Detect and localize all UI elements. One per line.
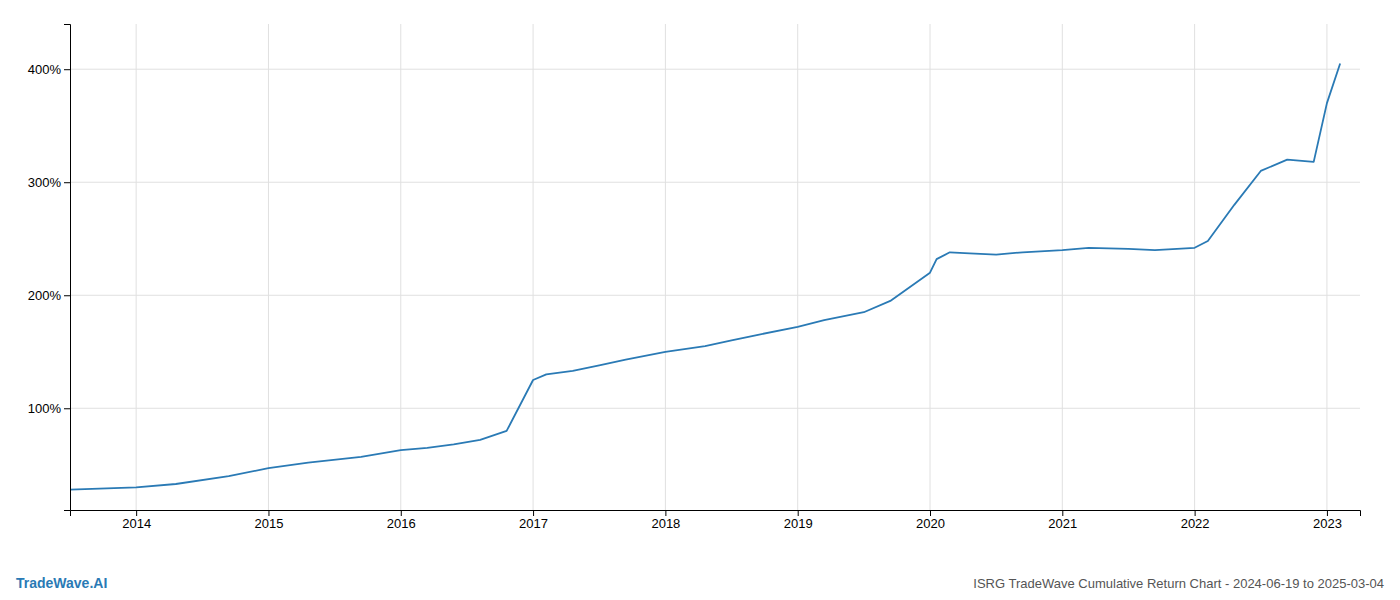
grid-line bbox=[268, 24, 269, 510]
grid-line bbox=[70, 69, 1360, 70]
tick-label: 2014 bbox=[122, 516, 151, 531]
tick-mark bbox=[533, 510, 534, 516]
tick-label: 2015 bbox=[255, 516, 284, 531]
y-axis-line bbox=[64, 25, 71, 511]
y-tick: 300% bbox=[28, 175, 70, 190]
grid-line bbox=[136, 24, 137, 510]
tick-mark bbox=[268, 510, 269, 516]
tick-label: 2022 bbox=[1181, 516, 1210, 531]
grid-line bbox=[70, 408, 1360, 409]
tick-label: 2018 bbox=[651, 516, 680, 531]
plot-area bbox=[70, 64, 1340, 490]
grid-line bbox=[70, 182, 1360, 183]
line bbox=[70, 64, 1340, 490]
x-tick: 2014 bbox=[122, 510, 151, 531]
x-tick: 2018 bbox=[651, 510, 680, 531]
tick-mark bbox=[64, 182, 70, 183]
tick-mark bbox=[401, 510, 402, 516]
y-tick: 400% bbox=[28, 62, 70, 77]
grid-line bbox=[533, 24, 534, 510]
tick-mark bbox=[1327, 510, 1328, 516]
grid-line bbox=[665, 24, 666, 510]
tick-mark bbox=[1195, 510, 1196, 516]
tick-mark bbox=[665, 510, 666, 516]
grid-line bbox=[1194, 24, 1195, 510]
tick-label: 200% bbox=[28, 288, 62, 303]
tick-mark bbox=[930, 510, 931, 516]
title: ISRG TradeWave Cumulative Return Chart -… bbox=[973, 576, 1384, 591]
grid bbox=[70, 24, 1360, 510]
tick-mark bbox=[1062, 510, 1063, 516]
grid-line bbox=[797, 24, 798, 510]
tick-label: 2017 bbox=[519, 516, 548, 531]
annotation: TradeWave.AI bbox=[16, 575, 107, 591]
tick-label: 300% bbox=[28, 175, 62, 190]
tick-label: 100% bbox=[28, 401, 62, 416]
grid-line bbox=[1062, 24, 1063, 510]
x-tick: 2022 bbox=[1181, 510, 1210, 531]
tick-mark bbox=[64, 295, 70, 296]
tick-label: 2023 bbox=[1313, 516, 1342, 531]
tick-label: 2020 bbox=[916, 516, 945, 531]
tick-label: 2021 bbox=[1048, 516, 1077, 531]
x-axis: 2014 2015 2016 2017 2018 2019 2020 2021 2022 2023 bbox=[71, 510, 1361, 531]
x-tick: 2015 bbox=[255, 510, 284, 531]
tick-mark bbox=[64, 69, 70, 70]
grid-line bbox=[400, 24, 401, 510]
x-tick: 2023 bbox=[1313, 510, 1342, 531]
grid-line bbox=[1326, 24, 1327, 510]
tick-label: 2019 bbox=[784, 516, 813, 531]
y-tick: 200% bbox=[28, 288, 70, 303]
y-tick: 100% bbox=[28, 401, 70, 416]
x-tick: 2017 bbox=[519, 510, 548, 531]
grid-line bbox=[930, 24, 931, 510]
y-axis: 100% 200% 300% 400% bbox=[28, 25, 71, 511]
tick-mark bbox=[136, 510, 137, 516]
x-tick: 2021 bbox=[1048, 510, 1077, 531]
x-tick: 2020 bbox=[916, 510, 945, 531]
tick-mark bbox=[798, 510, 799, 516]
tick-label: 400% bbox=[28, 62, 62, 77]
tick-label: 2016 bbox=[387, 516, 416, 531]
tick-mark bbox=[64, 408, 70, 409]
grid-line bbox=[70, 295, 1360, 296]
x-tick: 2016 bbox=[387, 510, 416, 531]
chart: 2014 2015 2016 2017 2018 2019 2020 2021 2022 2023… bbox=[0, 0, 1400, 600]
x-tick: 2019 bbox=[784, 510, 813, 531]
x-axis-line bbox=[71, 511, 1361, 517]
